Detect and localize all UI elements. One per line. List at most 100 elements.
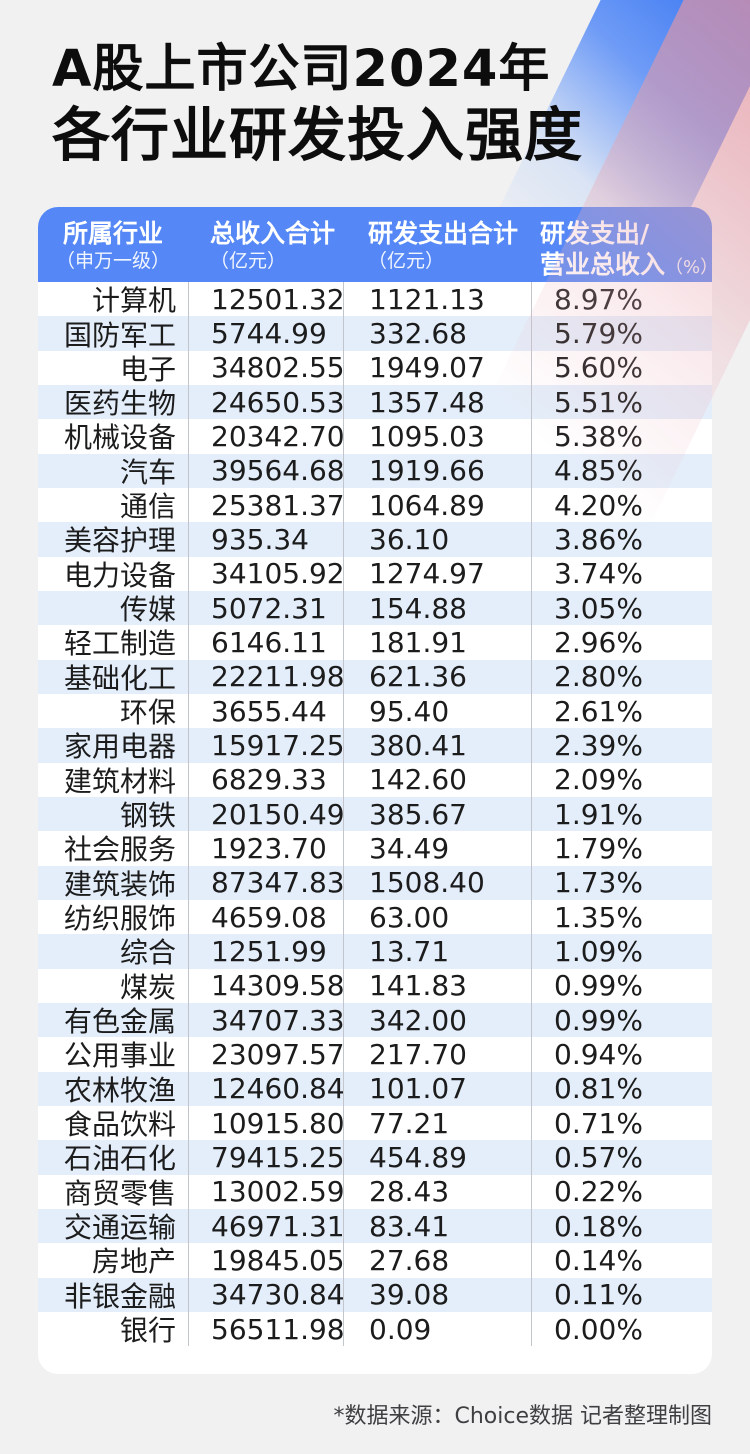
- table-row: 钢铁 20150.49 385.67 1.91%: [38, 796, 712, 833]
- header-rd-expense-label: 研发支出合计: [368, 219, 519, 248]
- rd-intensity-cell: 2.09%: [531, 762, 712, 797]
- rd-intensity-cell: 5.38%: [531, 419, 712, 454]
- revenue-cell: 1923.70: [188, 831, 343, 866]
- table-header: 所属行业 （申万一级） 总收入合计 （亿元） 研发支出合计 （亿元） 研发支出/…: [38, 207, 718, 282]
- revenue-cell: 25381.37: [188, 487, 345, 523]
- rd-intensity-cell: 1.79%: [531, 831, 712, 866]
- table-row: 医药生物 24650.53 1357.48 5.51%: [38, 384, 712, 421]
- revenue-cell: 13002.59: [188, 1174, 345, 1209]
- rd-intensity-cell: 0.71%: [531, 1105, 712, 1141]
- rd-intensity-cell: 0.81%: [531, 1071, 712, 1106]
- revenue-cell: 34730.84: [188, 1277, 345, 1312]
- rd-expense-cell: 0.09: [343, 1311, 531, 1347]
- table-row: 基础化工 22211.98 621.36 2.80%: [38, 659, 712, 695]
- table-body: 计算机 12501.32 1121.13 8.97% 国防军工 5744.99 332.68…: [38, 282, 712, 1375]
- revenue-cell: 39564.68: [188, 453, 345, 488]
- rd-expense-cell: 342.00: [343, 1002, 531, 1038]
- table-row: 综合 1251.99 13.71 1.09%: [38, 934, 712, 969]
- industry-cell: 钢铁: [119, 799, 176, 833]
- rd-intensity-cell: 1.35%: [531, 899, 712, 935]
- title-line1: A股上市公司2024年: [52, 40, 551, 99]
- table-row: 房地产 19845.05 27.68 0.14%: [38, 1243, 712, 1279]
- revenue-cell: 34707.33: [188, 1002, 345, 1038]
- industry-cell: 银行: [119, 1314, 176, 1348]
- industry-cell: 建筑材料: [63, 764, 176, 798]
- table-row: 石油石化 79415.25 454.89 0.57%: [38, 1140, 712, 1175]
- revenue-cell: 24650.53: [188, 384, 345, 420]
- industry-cell: 房地产: [91, 1245, 176, 1279]
- industry-cell: 通信: [119, 490, 176, 524]
- rd-expense-cell: 1095.03: [343, 419, 531, 454]
- revenue-cell: 22211.98: [188, 659, 345, 694]
- table-row: 美容护理 935.34 36.10 3.86%: [38, 522, 712, 558]
- rd-intensity-cell: 0.57%: [531, 1140, 712, 1175]
- industry-cell: 纺织服饰: [63, 902, 176, 936]
- industry-cell: 社会服务: [63, 833, 176, 867]
- industry-cell: 公用事业: [63, 1039, 176, 1073]
- table-row: 食品饮料 10915.80 77.21 0.71%: [38, 1105, 712, 1141]
- revenue-cell: 23097.57: [188, 1037, 345, 1072]
- rd-expense-cell: 39.08: [343, 1277, 531, 1312]
- rd-expense-cell: 13.71: [343, 934, 531, 969]
- industry-cell: 医药生物: [63, 387, 176, 421]
- header-industry-sub: （申万一级）: [55, 250, 170, 272]
- industry-cell: 商贸零售: [63, 1176, 176, 1210]
- industry-cell: 美容护理: [63, 524, 176, 558]
- rd-intensity-cell: 1.73%: [531, 865, 712, 900]
- rd-intensity-cell: 2.80%: [531, 659, 712, 694]
- table-row: 汽车 39564.68 1919.66 4.85%: [38, 453, 712, 489]
- revenue-cell: 14309.58: [188, 968, 345, 1003]
- rd-expense-cell: 1064.89: [343, 487, 531, 523]
- page-title: A股上市公司2024年 各行业研发投入强度: [52, 38, 583, 168]
- rd-intensity-cell: 2.39%: [531, 728, 712, 763]
- industry-cell: 煤炭: [119, 970, 176, 1004]
- rd-expense-cell: 141.83: [343, 968, 531, 1003]
- rd-expense-cell: 36.10: [343, 522, 531, 557]
- table-row: 计算机 12501.32 1121.13 8.97%: [38, 282, 712, 318]
- rd-expense-cell: 380.41: [343, 728, 531, 763]
- industry-cell: 电力设备: [63, 558, 176, 592]
- header-revenue: 总收入合计 （亿元）: [188, 207, 343, 282]
- revenue-cell: 6829.33: [188, 762, 343, 797]
- rd-intensity-cell: 3.05%: [531, 590, 712, 626]
- revenue-cell: 10915.80: [188, 1105, 345, 1141]
- rd-intensity-cell: 3.86%: [531, 522, 712, 557]
- industry-cell: 电子: [119, 352, 176, 386]
- header-rd-intensity-line2-text: 营业总收入: [540, 250, 666, 279]
- table-row: 银行 56511.98 0.09 0.00%: [38, 1311, 712, 1348]
- revenue-cell: 19845.05: [188, 1243, 345, 1278]
- revenue-cell: 935.34: [188, 522, 343, 557]
- industry-cell: 非银金融: [63, 1279, 176, 1313]
- industry-cell: 基础化工: [63, 661, 176, 695]
- rd-intensity-cell: 1.09%: [531, 934, 712, 969]
- rd-intensity-cell: 0.11%: [531, 1277, 712, 1312]
- industry-cell: 计算机: [91, 284, 176, 318]
- rd-intensity-cell: 0.00%: [531, 1311, 712, 1347]
- data-source-note: *数据来源：Choice数据 记者整理制图: [333, 1404, 712, 1429]
- table-row: 家用电器 15917.25 380.41 2.39%: [38, 728, 712, 763]
- table-row: 交通运输 46971.31 83.41 0.18%: [38, 1208, 712, 1244]
- title-line2: 各行业研发投入强度: [52, 101, 584, 169]
- rd-intensity-cell: 0.22%: [531, 1174, 712, 1209]
- table-row: 社会服务 1923.70 34.49 1.79%: [38, 831, 712, 867]
- rd-expense-cell: 34.49: [343, 831, 531, 866]
- table-row: 农林牧渔 12460.84 101.07 0.81%: [38, 1071, 712, 1107]
- header-revenue-label: 总收入合计: [210, 219, 336, 248]
- rd-intensity-cell: 5.60%: [531, 350, 712, 385]
- rd-intensity-cell: 5.79%: [531, 316, 712, 351]
- header-revenue-sub: （亿元）: [210, 250, 287, 272]
- revenue-cell: 6146.11: [188, 625, 343, 660]
- revenue-cell: 34105.92: [188, 556, 345, 591]
- header-rd-expense-sub: （亿元）: [368, 250, 445, 272]
- rd-expense-cell: 1949.07: [343, 350, 531, 385]
- revenue-cell: 5072.31: [188, 590, 343, 626]
- table-row: 建筑材料 6829.33 142.60 2.09%: [38, 762, 712, 798]
- rd-intensity-cell: 3.74%: [531, 556, 712, 591]
- header-industry: 所属行业 （申万一级）: [38, 207, 188, 282]
- table-row: 商贸零售 13002.59 28.43 0.22%: [38, 1174, 712, 1210]
- rd-expense-cell: 332.68: [343, 316, 531, 351]
- rd-expense-cell: 1508.40: [343, 865, 531, 900]
- header-rd-intensity-unit: （%）: [665, 257, 719, 278]
- industry-cell: 汽车: [119, 455, 176, 489]
